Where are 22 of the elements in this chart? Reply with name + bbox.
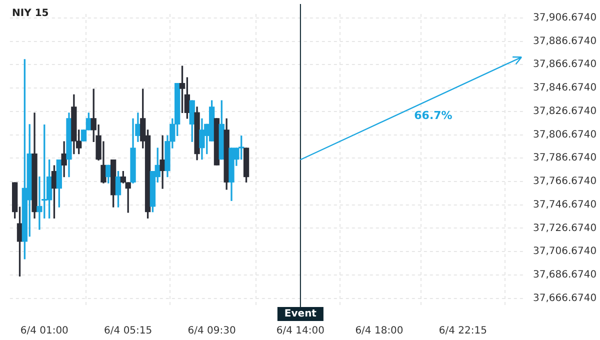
- y-tick-label: 37,746.6740: [533, 199, 597, 210]
- y-tick-label: 37,786.6740: [533, 152, 597, 164]
- x-tick-label: 6/4 05:15: [104, 326, 152, 337]
- x-tick-label: 6/4 14:00: [276, 326, 324, 337]
- x-tick-label: 6/4 22:15: [438, 326, 487, 337]
- y-tick-label: 37,726.6740: [533, 222, 597, 234]
- x-tick-label: 6/4 09:30: [188, 326, 236, 337]
- y-tick-label: 37,766.6740: [533, 176, 597, 188]
- x-tick-label: 6/4 01:00: [20, 326, 68, 337]
- y-tick-label: 37,686.6740: [533, 270, 597, 281]
- ref-line-label: Event: [284, 308, 317, 320]
- chart-title: NIY 15: [12, 8, 49, 19]
- y-tick-label: 37,886.6740: [533, 36, 597, 47]
- y-tick-label: 37,666.6740: [533, 292, 597, 304]
- y-tick-label: 37,706.6740: [533, 246, 597, 258]
- y-tick-label: 37,846.6740: [533, 82, 597, 94]
- y-tick-label: 37,906.6740: [533, 12, 597, 24]
- y-tick-label: 37,866.6740: [533, 59, 597, 70]
- annotation: 66.7%: [414, 109, 452, 122]
- y-tick-label: 37,806.6740: [533, 129, 597, 140]
- x-tick-label: 6/4 18:00: [355, 326, 404, 337]
- y-tick-label: 37,826.6740: [533, 106, 597, 117]
